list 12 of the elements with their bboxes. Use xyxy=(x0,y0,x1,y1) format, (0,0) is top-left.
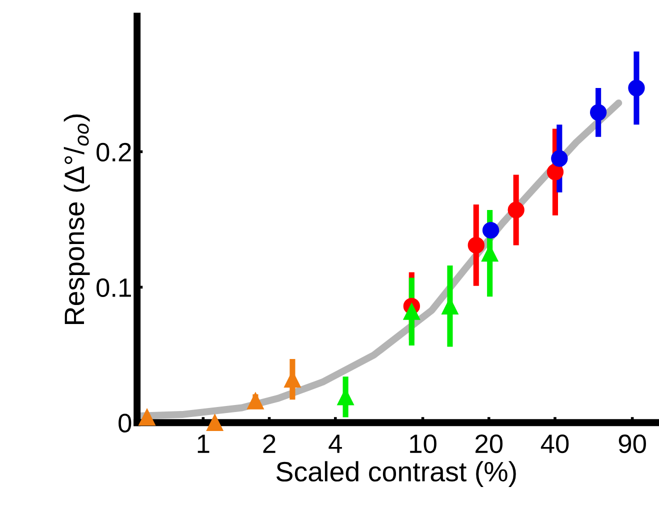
x-tick-label: 20 xyxy=(476,434,503,454)
x-tick-label: 40 xyxy=(540,434,569,454)
y-axis-title: Response (Δ°/$_{oo}$) xyxy=(64,114,90,324)
x-tick-label: 4 xyxy=(328,434,342,453)
y-tick-label: 0.2 xyxy=(96,142,131,162)
y-tick-label: 0.1 xyxy=(96,278,131,298)
x-tick-label: 10 xyxy=(410,434,436,454)
x-tick-label: 2 xyxy=(263,434,276,453)
x-tick-label: 90 xyxy=(618,434,646,454)
x-axis-title: Scaled contrast (%) xyxy=(276,461,516,488)
y-tick-label: 0 xyxy=(118,414,132,432)
x-tick-label: 1 xyxy=(198,434,210,453)
